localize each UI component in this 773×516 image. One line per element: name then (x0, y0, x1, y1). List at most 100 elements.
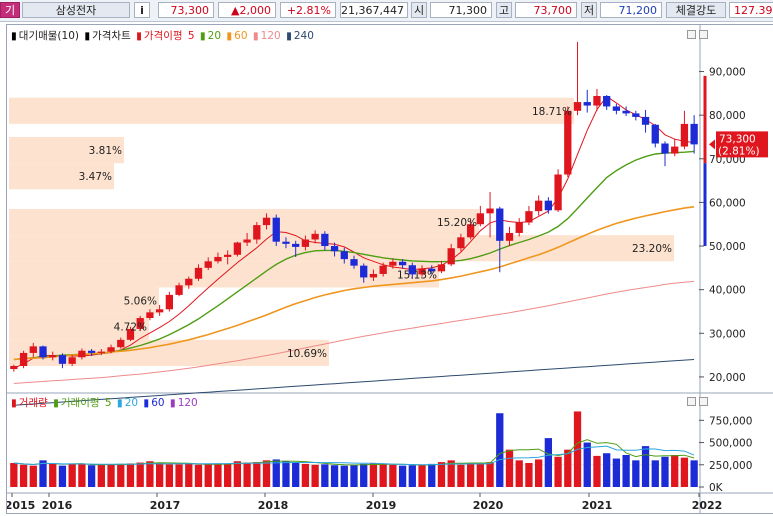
candle-body[interactable] (311, 233, 319, 240)
volume-bar[interactable] (476, 463, 484, 487)
candle-body[interactable] (360, 265, 368, 278)
volume-bar[interactable] (282, 461, 290, 487)
legend-ma240[interactable]: 240 (293, 30, 314, 42)
legend-vma20[interactable]: 20 (124, 397, 139, 409)
candle-body[interactable] (10, 366, 18, 370)
volume-bar[interactable] (690, 460, 698, 487)
candle-body[interactable] (612, 106, 621, 111)
volume-bar[interactable] (632, 460, 640, 487)
volume-panel-close-button[interactable] (699, 397, 708, 406)
candle-body[interactable] (457, 237, 465, 249)
volume-bar[interactable] (486, 462, 494, 487)
candle-body[interactable] (136, 318, 144, 329)
candle-body[interactable] (476, 213, 484, 225)
candle-body[interactable] (408, 265, 416, 275)
legend-volume[interactable]: 거래량 (18, 397, 48, 409)
candle-body[interactable] (437, 264, 446, 272)
candle-body[interactable] (447, 248, 455, 265)
candle-body[interactable] (641, 116, 650, 125)
volume-bar[interactable] (505, 449, 514, 487)
candle-body[interactable] (49, 355, 57, 358)
candle-body[interactable] (262, 217, 271, 226)
volume-bar[interactable] (680, 457, 689, 487)
candle-body[interactable] (369, 273, 378, 278)
volume-bar[interactable] (661, 456, 669, 487)
legend-volume-ma[interactable]: 거래이평 (60, 397, 100, 409)
candle-body[interactable] (272, 217, 280, 242)
candle-body[interactable] (68, 357, 76, 364)
volume-bar[interactable] (350, 464, 358, 487)
volume-bar[interactable] (330, 465, 339, 487)
candle-body[interactable] (340, 251, 348, 260)
candle-body[interactable] (496, 208, 504, 241)
volume-bar[interactable] (292, 463, 300, 487)
candle-body[interactable] (632, 113, 640, 117)
candle-body[interactable] (505, 232, 514, 241)
candle-body[interactable] (204, 261, 212, 268)
volume-bar[interactable] (204, 463, 212, 487)
candle-body[interactable] (185, 278, 193, 286)
volume-bar[interactable] (340, 465, 348, 487)
candle-body[interactable] (544, 200, 553, 211)
volume-bar[interactable] (224, 463, 232, 487)
volume-bar[interactable] (418, 464, 426, 487)
stock-info-button[interactable]: i (134, 2, 150, 18)
candle-body[interactable] (301, 239, 310, 247)
volume-bar[interactable] (97, 464, 105, 487)
volume-bar[interactable] (389, 464, 397, 487)
volume-bar[interactable] (564, 449, 572, 487)
candle-body[interactable] (593, 95, 601, 106)
volume-bar[interactable] (544, 438, 553, 487)
legend-price-chart[interactable]: 가격차트 (92, 30, 131, 42)
menu-button[interactable]: 기 (0, 2, 20, 18)
volume-bar[interactable] (301, 463, 310, 487)
volume-bar[interactable] (515, 460, 523, 487)
legend-vma120[interactable]: 120 (177, 397, 198, 409)
volume-bar[interactable] (466, 463, 475, 487)
candle-body[interactable] (292, 243, 300, 247)
volume-bar[interactable] (651, 460, 659, 487)
candle-body[interactable] (107, 347, 115, 352)
candle-body[interactable] (282, 241, 290, 244)
volume-panel-minimize-button[interactable] (687, 397, 696, 406)
volume-bar[interactable] (603, 453, 611, 487)
candle-body[interactable] (165, 294, 173, 310)
candle-body[interactable] (603, 95, 611, 107)
legend-ma5[interactable]: 5 (187, 30, 195, 42)
volume-bar[interactable] (58, 465, 67, 487)
chart-area[interactable]: 18.71% 3.81% 3.47% 15.20% 23.20% 15.13% 5.06% 4… (5, 24, 773, 514)
candle-body[interactable] (58, 355, 67, 364)
volume-bar[interactable] (253, 462, 261, 487)
volume-bar[interactable] (525, 463, 533, 487)
legend-ma20[interactable]: 20 (207, 30, 222, 42)
volume-bar[interactable] (214, 464, 222, 487)
candle-body[interactable] (253, 225, 261, 240)
candle-body[interactable] (680, 123, 689, 147)
volume-bar[interactable] (233, 461, 242, 487)
candle-body[interactable] (671, 146, 679, 154)
volume-bar[interactable] (10, 463, 18, 487)
volume-bar[interactable] (360, 463, 368, 487)
volume-bar[interactable] (194, 464, 203, 487)
candle-body[interactable] (87, 350, 96, 353)
volume-bar[interactable] (243, 462, 251, 487)
candle-body[interactable] (573, 102, 582, 111)
candle-body[interactable] (535, 200, 543, 212)
candle-body[interactable] (690, 123, 698, 145)
candle-body[interactable] (564, 110, 572, 175)
legend-vma5[interactable]: 5 (104, 397, 112, 409)
candle-body[interactable] (155, 309, 164, 313)
candle-body[interactable] (194, 267, 203, 279)
stock-chart-svg[interactable]: 18.71% 3.81% 3.47% 15.20% 23.20% 15.13% 5.06% 4… (5, 25, 773, 513)
legend-volume-profile[interactable]: 대기매물(10) (18, 30, 79, 42)
volume-bar[interactable] (583, 442, 591, 487)
candle-body[interactable] (583, 102, 591, 106)
volume-bar[interactable] (447, 460, 455, 487)
volume-bar[interactable] (68, 463, 76, 487)
candle-body[interactable] (525, 211, 533, 223)
volume-bar[interactable] (535, 459, 543, 487)
candle-body[interactable] (321, 233, 329, 247)
volume-bar[interactable] (593, 455, 601, 487)
volume-bar[interactable] (554, 456, 562, 487)
candle-body[interactable] (622, 110, 630, 114)
